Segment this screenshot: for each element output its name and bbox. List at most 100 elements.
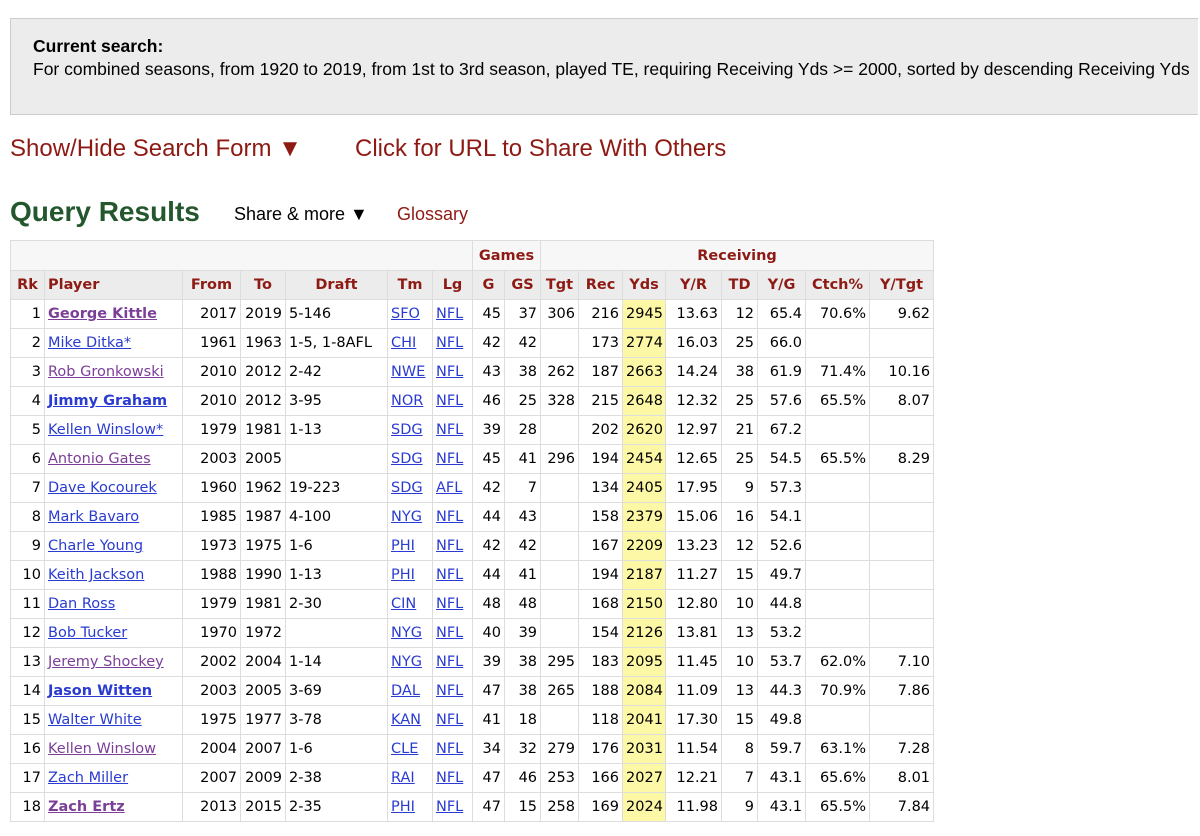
column-header[interactable]: Rk bbox=[10, 270, 45, 300]
player-link[interactable]: Walter White bbox=[48, 712, 142, 728]
column-header[interactable]: Tm bbox=[387, 270, 433, 300]
player-link[interactable]: Bob Tucker bbox=[48, 625, 128, 641]
column-header[interactable]: Yds bbox=[622, 270, 667, 300]
team-link[interactable]: CIN bbox=[391, 596, 417, 612]
table-cell: 1-6 bbox=[285, 531, 388, 561]
table-row: 15 Walter White 1975 1977 3-78 KAN NFL 41 18 118 2… bbox=[10, 705, 935, 735]
table-cell: 10 bbox=[721, 589, 759, 619]
table-cell: 8.01 bbox=[869, 763, 935, 793]
player-link[interactable]: Jimmy Graham bbox=[48, 393, 168, 409]
table-cell: 43.1 bbox=[757, 792, 807, 822]
team-link[interactable]: PHI bbox=[391, 799, 415, 815]
table-cell: 1981 bbox=[240, 415, 286, 445]
table-cell bbox=[540, 589, 580, 619]
table-cell: 46 bbox=[503, 763, 542, 793]
player-link[interactable]: Kellen Winslow bbox=[48, 741, 157, 757]
table-cell: 17 bbox=[10, 763, 45, 793]
league-link[interactable]: NFL bbox=[436, 654, 464, 670]
team-link[interactable]: NOR bbox=[391, 393, 424, 409]
column-header[interactable]: Ctch% bbox=[805, 270, 871, 300]
column-header[interactable]: To bbox=[240, 270, 286, 300]
league-link[interactable]: NFL bbox=[436, 741, 464, 757]
share-menu[interactable]: Share & more ▼ bbox=[234, 204, 368, 224]
league-link[interactable]: AFL bbox=[436, 480, 463, 496]
table-cell: 2-35 bbox=[285, 792, 388, 822]
team-link[interactable]: SDG bbox=[391, 451, 423, 467]
team-link[interactable]: CHI bbox=[391, 335, 417, 351]
column-header[interactable]: Y/G bbox=[757, 270, 807, 300]
table-cell: Jimmy Graham bbox=[44, 386, 183, 416]
team-link[interactable]: NYG bbox=[391, 509, 422, 525]
player-link[interactable]: Jeremy Shockey bbox=[48, 654, 164, 670]
column-header[interactable]: Player bbox=[44, 270, 183, 300]
player-link[interactable]: Mark Bavaro bbox=[48, 509, 140, 525]
player-link[interactable]: George Kittle bbox=[48, 306, 157, 322]
league-link[interactable]: NFL bbox=[436, 625, 464, 641]
column-header[interactable]: Rec bbox=[578, 270, 624, 300]
team-link[interactable]: NWE bbox=[391, 364, 426, 380]
table-cell: 15.06 bbox=[665, 502, 723, 532]
table-cell: Jason Witten bbox=[44, 676, 183, 706]
league-link[interactable]: NFL bbox=[436, 538, 464, 554]
table-cell: 7 bbox=[10, 473, 45, 503]
table-cell: 1-6 bbox=[285, 734, 388, 764]
column-header[interactable]: Lg bbox=[432, 270, 473, 300]
column-header[interactable]: TD bbox=[721, 270, 759, 300]
team-link[interactable]: CLE bbox=[391, 741, 419, 757]
player-link[interactable]: Rob Gronkowski bbox=[48, 364, 164, 380]
team-link[interactable]: PHI bbox=[391, 567, 415, 583]
table-cell: 2005 bbox=[240, 676, 286, 706]
player-link[interactable]: Kellen Winslow* bbox=[48, 422, 164, 438]
column-header[interactable]: Y/R bbox=[665, 270, 723, 300]
team-link[interactable]: PHI bbox=[391, 538, 415, 554]
team-link[interactable]: SDG bbox=[391, 422, 423, 438]
table-cell: 8 bbox=[721, 734, 759, 764]
team-link[interactable]: SFO bbox=[391, 306, 420, 322]
column-header[interactable]: From bbox=[182, 270, 241, 300]
table-cell: 13 bbox=[721, 676, 759, 706]
league-link[interactable]: NFL bbox=[436, 712, 464, 728]
player-link[interactable]: Zach Ertz bbox=[48, 799, 125, 815]
column-header[interactable]: Y/Tgt bbox=[869, 270, 935, 300]
table-cell: 1975 bbox=[182, 705, 241, 735]
column-header[interactable]: Tgt bbox=[540, 270, 580, 300]
player-link[interactable]: Jason Witten bbox=[48, 683, 153, 699]
column-header[interactable]: GS bbox=[503, 270, 542, 300]
share-url-link[interactable]: Click for URL to Share With Others bbox=[355, 135, 727, 162]
player-link[interactable]: Antonio Gates bbox=[48, 451, 151, 467]
table-cell: 57.6 bbox=[757, 386, 807, 416]
league-link[interactable]: NFL bbox=[436, 770, 464, 786]
table-cell: 279 bbox=[540, 734, 580, 764]
league-link[interactable]: NFL bbox=[436, 306, 464, 322]
toggle-search-form[interactable]: Show/Hide Search Form ▼ bbox=[10, 135, 302, 162]
league-link[interactable]: NFL bbox=[436, 683, 464, 699]
player-link[interactable]: Zach Miller bbox=[48, 770, 129, 786]
table-cell: 44 bbox=[472, 502, 505, 532]
league-link[interactable]: NFL bbox=[436, 451, 464, 467]
player-link[interactable]: Dave Kocourek bbox=[48, 480, 157, 496]
team-link[interactable]: NYG bbox=[391, 654, 422, 670]
league-link[interactable]: NFL bbox=[436, 567, 464, 583]
team-link[interactable]: SDG bbox=[391, 480, 423, 496]
team-link[interactable]: DAL bbox=[391, 683, 420, 699]
table-cell: Zach Ertz bbox=[44, 792, 183, 822]
league-link[interactable]: NFL bbox=[436, 364, 464, 380]
table-cell: CLE bbox=[387, 734, 433, 764]
team-link[interactable]: NYG bbox=[391, 625, 422, 641]
column-header[interactable]: G bbox=[472, 270, 505, 300]
column-header[interactable]: Draft bbox=[285, 270, 388, 300]
player-link[interactable]: Charle Young bbox=[48, 538, 144, 554]
player-link[interactable]: Keith Jackson bbox=[48, 567, 145, 583]
glossary-link[interactable]: Glossary bbox=[397, 204, 469, 224]
league-link[interactable]: NFL bbox=[436, 509, 464, 525]
team-link[interactable]: RAI bbox=[391, 770, 415, 786]
team-link[interactable]: KAN bbox=[391, 712, 422, 728]
league-link[interactable]: NFL bbox=[436, 422, 464, 438]
player-link[interactable]: Dan Ross bbox=[48, 596, 116, 612]
player-link[interactable]: Mike Ditka* bbox=[48, 335, 132, 351]
league-link[interactable]: NFL bbox=[436, 799, 464, 815]
table-cell: NFL bbox=[432, 502, 473, 532]
league-link[interactable]: NFL bbox=[436, 393, 464, 409]
league-link[interactable]: NFL bbox=[436, 596, 464, 612]
league-link[interactable]: NFL bbox=[436, 335, 464, 351]
